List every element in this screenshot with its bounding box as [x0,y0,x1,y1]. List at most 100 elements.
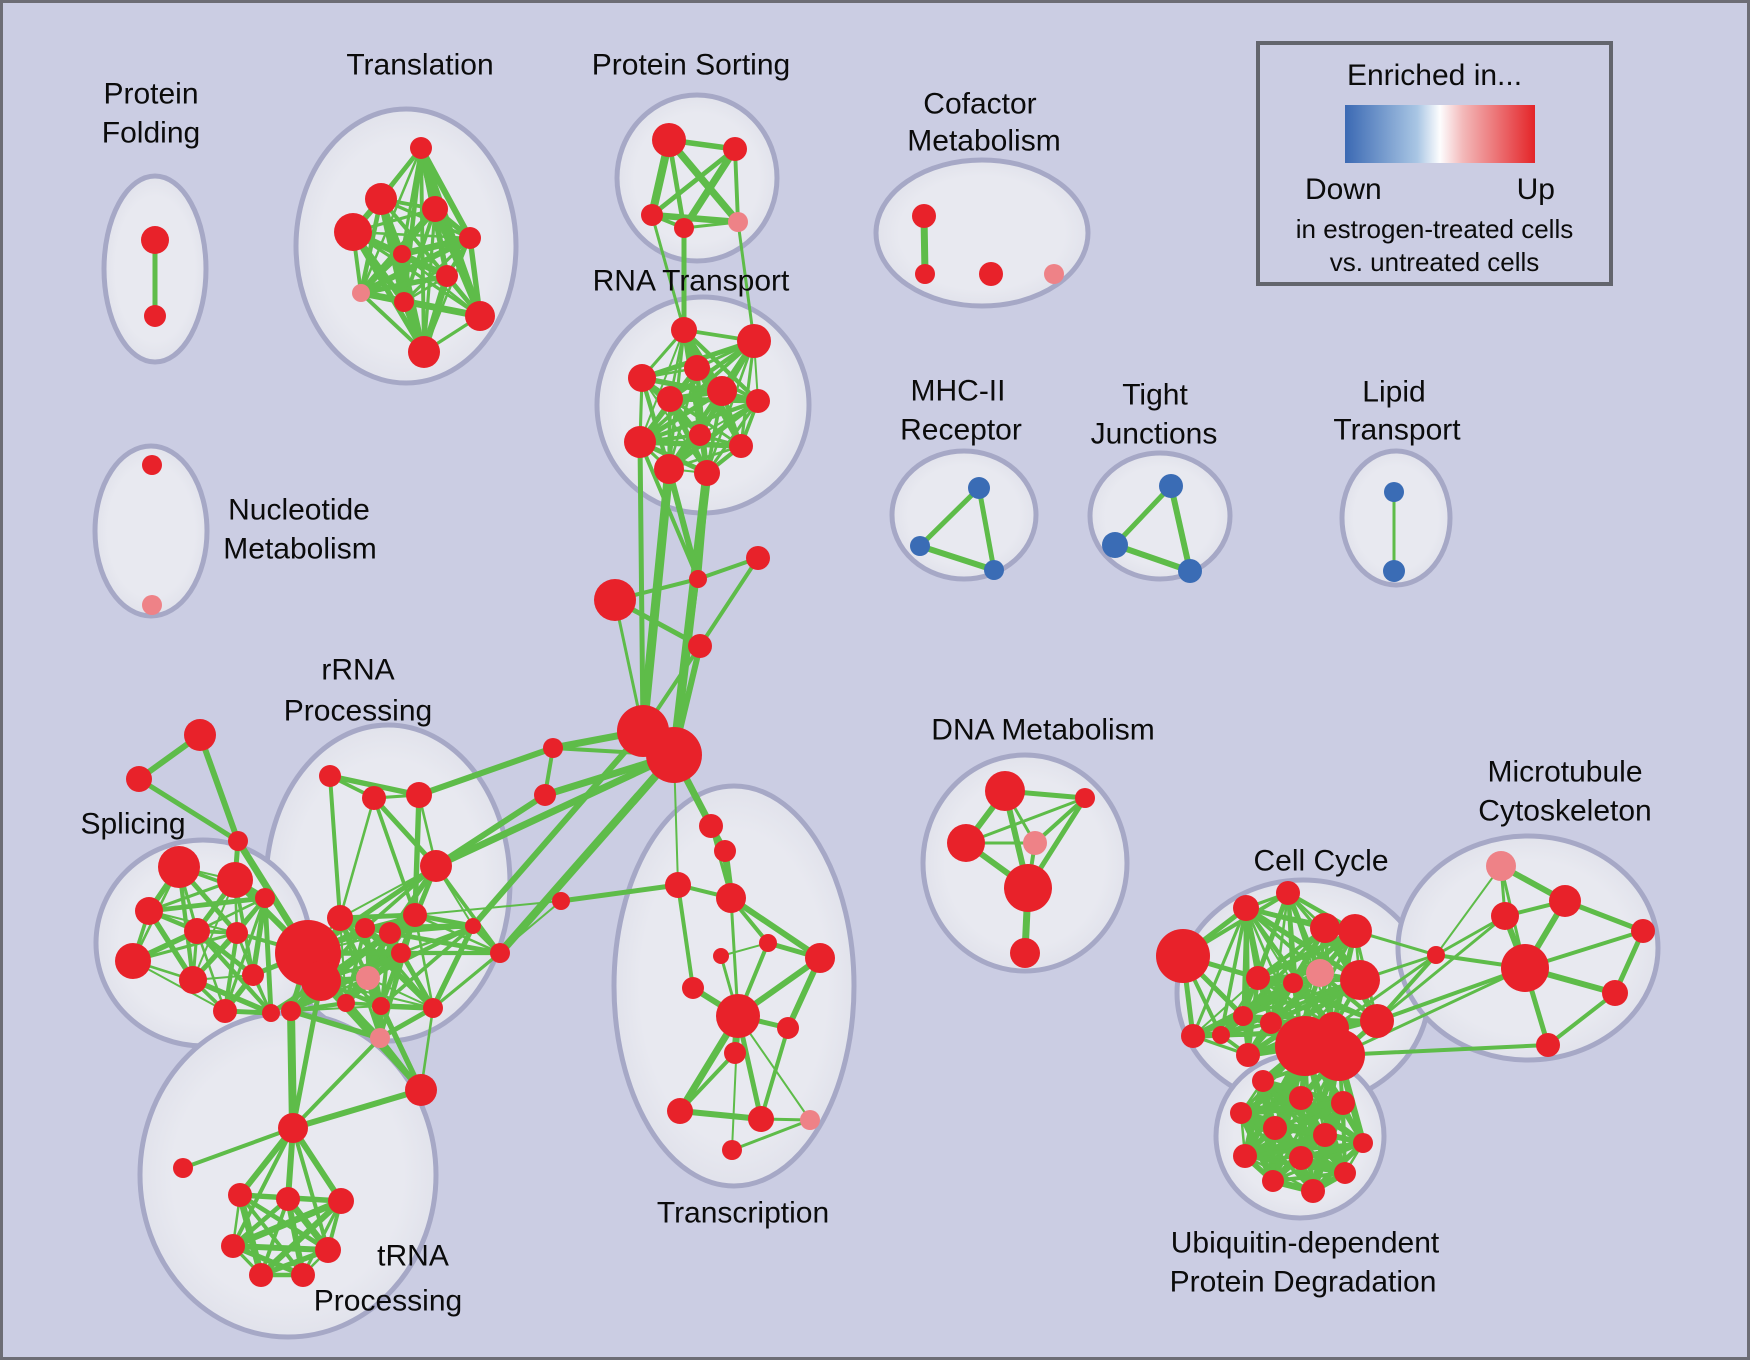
rna_transport-node [671,317,697,343]
transcription-edge [677,1108,764,1122]
tight_junctions-edge [1112,483,1174,548]
cell_cycle-node [1340,960,1380,1000]
splicing-node [126,766,152,792]
link-edge [432,751,678,870]
rna_transport-node [729,434,753,458]
translation-label: Translation [346,49,493,82]
rrna-node [372,997,390,1015]
nucleotide-label: Metabolism [223,533,376,566]
rna_transport-node [684,355,710,381]
tight_junctions-label: Tight [1122,379,1188,412]
trna-edge [236,1191,265,1279]
rrna-edge [413,913,435,1010]
ubiquitin-node [1289,1086,1313,1110]
protein_sorting-node [641,204,663,226]
translation-edge [351,230,482,318]
cell_cycle-node [1181,1024,1205,1048]
link-edge [1375,914,1507,1023]
transcription-edge [731,1015,739,1151]
legend-caption: in estrogen-treated cells vs. untreated … [1260,213,1609,279]
cell_cycle-node [1360,1004,1394,1038]
protein_sorting-label: Protein Sorting [592,49,790,82]
ubiquitin-node [1331,1091,1355,1115]
connectors-node [552,892,570,910]
translation-edge [358,273,450,296]
protein_sorting-edge [648,211,742,226]
ubiquitin-edge [1271,1171,1347,1183]
dna_metabolism-node [1004,864,1052,912]
splicing-edge [197,732,241,844]
translation-node [352,284,370,302]
trna-edge [181,1126,295,1170]
rna_transport-edge [705,399,760,475]
trna-edge [229,1197,345,1250]
rrna-node [405,1074,437,1106]
protein_folding-label: Folding [102,117,200,150]
splicing-edge [262,895,274,1016]
legend-box: Enriched in... Down Up in estrogen-treat… [1256,41,1613,286]
translation-node [334,213,372,251]
rrna-edge [372,796,417,917]
splicing-edge [146,895,268,914]
rrna-edge [288,1008,383,1041]
microtubule-edge [1546,991,1617,1047]
legend-title: Enriched in... [1346,59,1523,92]
trna-label: tRNA [377,1240,449,1273]
translation-edge [350,229,427,355]
rrna-node [406,782,432,808]
mhc-label: MHC-II [911,375,1006,408]
cell_cycle-node [1338,914,1372,948]
mhc-edge [976,485,997,573]
cofactor-label: Cofactor [923,88,1036,121]
trna-edge [231,1126,295,1248]
splicing-node [242,964,264,986]
rna_transport-node [654,454,684,484]
translation-edge [351,230,472,240]
trna-node [276,1187,300,1211]
cofactor-node [912,204,936,228]
trna-edge [230,1196,291,1249]
transcription-node [716,994,760,1038]
rna_transport-node [694,460,720,486]
cofactor-node [915,264,935,284]
translation-node [365,183,397,215]
splicing-node [179,966,207,994]
splicing-node [213,999,237,1023]
lipid_transport-node [1383,560,1405,582]
rrna-node [362,786,386,810]
trna-edge [229,1242,332,1254]
nodes-layer [115,123,1655,1287]
rna_transport-node [689,424,711,446]
lipid_transport-ellipse [1339,448,1453,588]
transcription-node [714,840,736,862]
splicing-node [184,918,210,944]
microtubule-node [1501,944,1549,992]
legend-up-label: Up [1516,173,1555,206]
transcription-node [682,977,704,999]
protein_sorting-node [674,218,694,238]
cell_cycle-node [1276,881,1300,905]
nucleotide-node [142,595,162,615]
protein_sorting-node [728,212,748,232]
transcription-edge [730,1118,812,1152]
dna_metabolism-node [947,824,985,862]
splicing-node [135,897,163,925]
protein_folding-node [144,305,166,327]
link-edge [1331,953,1438,1030]
link-edge [470,728,646,929]
ubiquitin-edge [1237,1099,1347,1117]
dna_metabolism-label: DNA Metabolism [931,714,1154,747]
link-edge [496,751,678,957]
ubiquitin-node [1301,1179,1325,1203]
transcription-edge [728,895,823,961]
protein_sorting-edge [733,147,740,224]
trna-node [328,1188,354,1214]
rrna-edge [379,924,475,1008]
transcription-edge [676,883,695,990]
protein_sorting-node [723,137,747,161]
cofactor-label: Metabolism [907,125,1060,158]
transcription-node [777,1017,799,1039]
rrna-edge [398,950,436,1011]
legend-down-label: Down [1305,173,1382,206]
